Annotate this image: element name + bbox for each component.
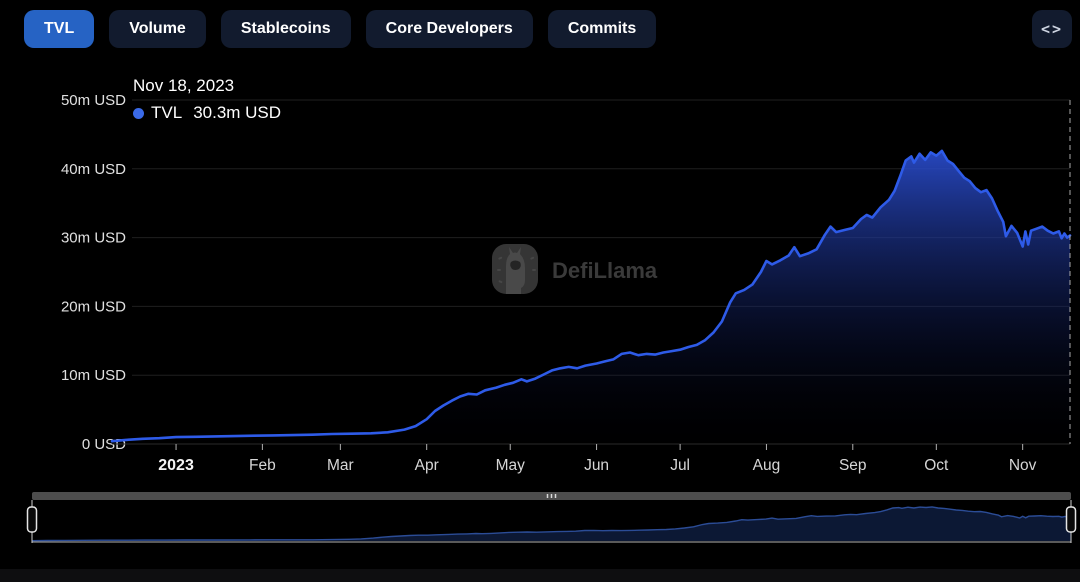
y-axis-label: 40m USD <box>61 161 126 178</box>
brush-grip-icon <box>546 494 549 498</box>
time-range-brush[interactable] <box>0 485 1080 547</box>
x-axis-label: Jul <box>670 457 690 474</box>
x-axis-label: Jun <box>584 457 609 474</box>
tab-volume[interactable]: Volume <box>109 10 206 48</box>
x-axis-label: Mar <box>327 457 354 474</box>
tvl-area-fill <box>112 150 1070 444</box>
x-axis-label: Feb <box>249 457 276 474</box>
brush-mini-line <box>31 506 1072 542</box>
tab-tvl[interactable]: TVL <box>24 10 95 48</box>
x-axis-label: Apr <box>415 457 439 474</box>
brush-mini-area <box>32 506 1071 541</box>
code-brackets-icon: <> <box>1040 20 1064 38</box>
x-axis-label: Aug <box>753 457 781 474</box>
brush-handle-right[interactable] <box>1065 506 1077 533</box>
tvl-line <box>110 149 1072 443</box>
y-axis-label: 10m USD <box>61 367 126 384</box>
tab-core-developers[interactable]: Core Developers <box>365 10 533 48</box>
tab-commits[interactable]: Commits <box>547 10 657 48</box>
y-axis-label: 50m USD <box>61 92 126 109</box>
x-axis-label: May <box>496 457 526 474</box>
x-axis-label: 2023 <box>158 457 194 474</box>
tab-stablecoins[interactable]: Stablecoins <box>220 10 351 48</box>
watermark-text: DefiLlama <box>552 258 658 283</box>
y-axis-label: 20m USD <box>61 298 126 315</box>
embed-code-button[interactable]: <> <box>1032 10 1072 48</box>
brush-grip-icon <box>550 494 553 498</box>
x-axis-label: Oct <box>924 457 949 474</box>
defillama-watermark-logo: DefiLlama <box>492 244 658 294</box>
x-axis-label: Nov <box>1009 457 1037 474</box>
chart-type-tabbar: TVL Volume Stablecoins Core Developers C… <box>24 10 657 48</box>
brush-handle-left[interactable] <box>26 506 38 533</box>
x-axis: 2023 Feb Mar Apr May Jun Jul Aug Sep Oct Nov <box>112 443 1070 474</box>
y-axis-label: 30m USD <box>61 230 126 247</box>
x-axis-label: Sep <box>839 457 867 474</box>
brush-grip-icon <box>554 494 557 498</box>
embed-footer-strip <box>0 569 1080 582</box>
